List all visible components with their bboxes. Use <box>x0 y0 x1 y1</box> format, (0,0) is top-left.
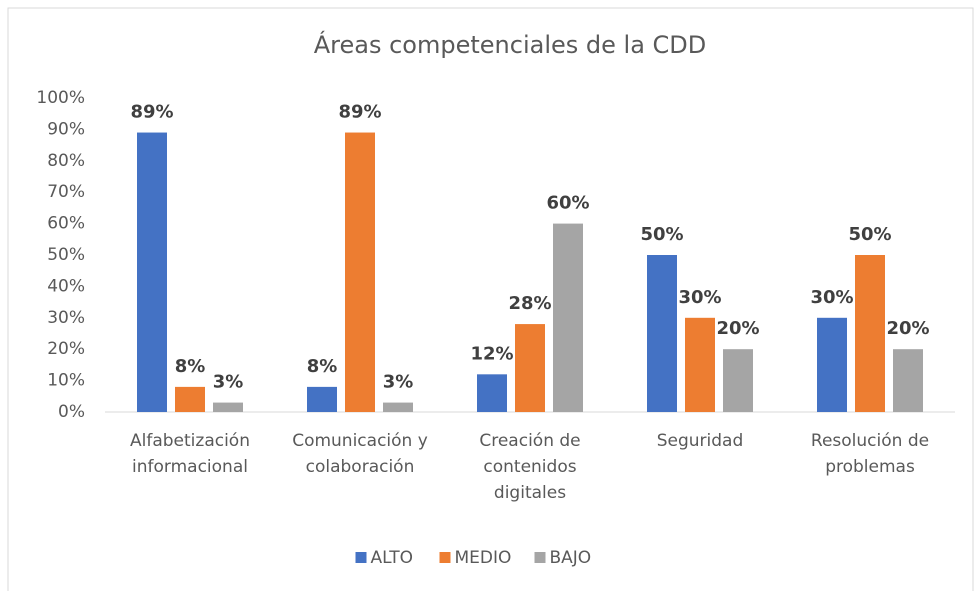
data-label: 89% <box>130 102 173 123</box>
y-tick-label: 60% <box>47 214 85 234</box>
y-tick-label: 30% <box>47 308 85 328</box>
y-tick-label: 100% <box>36 88 85 108</box>
data-label: 30% <box>810 287 853 308</box>
data-label: 12% <box>470 343 513 364</box>
y-tick-label: 40% <box>47 276 85 296</box>
legend-label: ALTO <box>371 548 414 568</box>
bar <box>345 132 375 413</box>
chart-title: Áreas competenciales de la CDD <box>314 30 707 59</box>
x-tick-label: Alfabetización informacional <box>130 431 250 477</box>
data-label: 20% <box>716 318 759 339</box>
y-tick-label: 80% <box>47 151 85 171</box>
y-tick-label: 70% <box>47 182 85 202</box>
bar <box>137 132 167 413</box>
bar <box>553 223 583 412</box>
bar <box>213 402 243 412</box>
x-tick-label: Creación de contenidos digitales <box>479 431 581 503</box>
y-tick-label: 10% <box>47 371 85 391</box>
legend-swatch <box>534 552 546 563</box>
legend-label: BAJO <box>550 548 592 568</box>
y-tick-label: 90% <box>47 119 85 139</box>
data-label: 30% <box>678 287 721 308</box>
bar <box>723 349 753 412</box>
data-label: 28% <box>508 293 551 314</box>
bar <box>515 324 545 412</box>
bar <box>477 374 507 412</box>
data-label: 3% <box>213 372 244 393</box>
data-label: 60% <box>546 193 589 214</box>
bar <box>685 317 715 412</box>
data-label: 20% <box>886 318 929 339</box>
data-label: 50% <box>640 224 683 245</box>
data-label: 8% <box>307 356 338 377</box>
x-tick-label: Resolución de problemas <box>810 431 930 477</box>
bar <box>817 317 847 412</box>
bar <box>307 386 337 412</box>
bar <box>383 402 413 412</box>
bar <box>175 386 205 412</box>
data-label: 89% <box>338 102 381 123</box>
bar <box>893 349 923 412</box>
y-tick-label: 20% <box>47 339 85 359</box>
x-tick-label: Comunicación y colaboración <box>292 431 428 477</box>
y-tick-label: 0% <box>58 402 85 422</box>
legend-swatch <box>355 552 367 563</box>
bar <box>647 255 677 412</box>
legend-swatch <box>439 552 451 563</box>
data-label: 3% <box>383 372 414 393</box>
data-label: 50% <box>848 224 891 245</box>
chart-border <box>7 7 974 591</box>
x-tick-label: Seguridad <box>656 431 744 451</box>
data-label: 8% <box>175 356 206 377</box>
legend-label: MEDIO <box>455 548 512 568</box>
y-tick-label: 50% <box>47 245 85 265</box>
bar <box>855 255 885 412</box>
